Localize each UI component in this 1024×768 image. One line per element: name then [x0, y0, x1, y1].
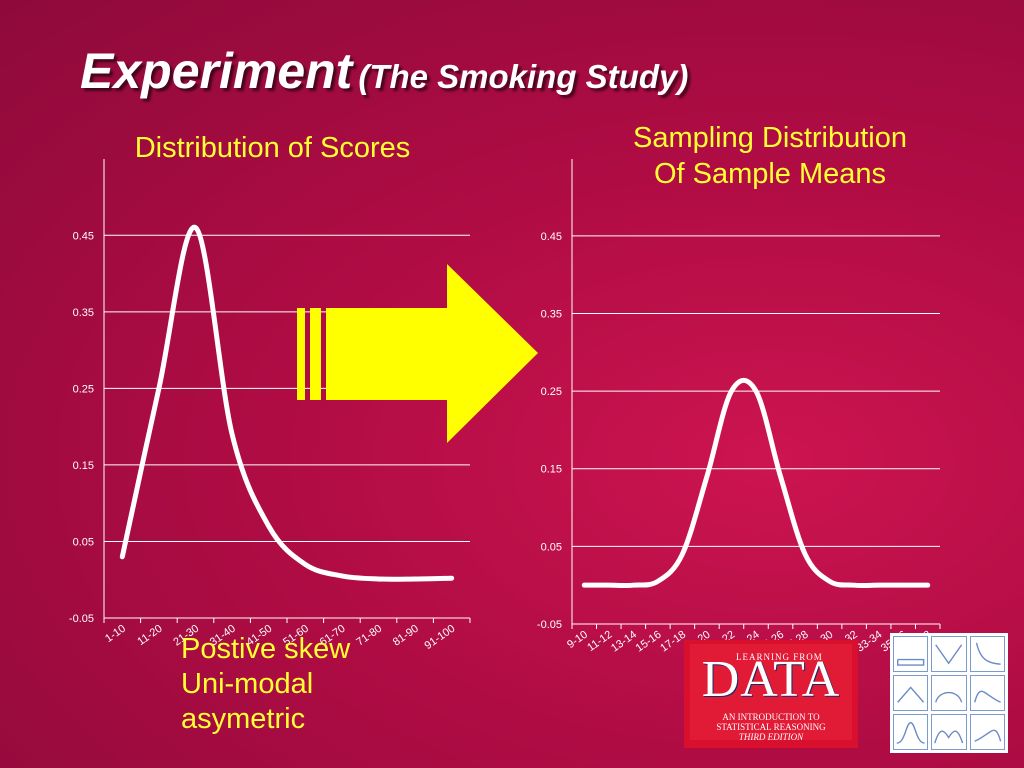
right-chart-curve [581, 377, 931, 588]
thumb-bell-icon [893, 714, 929, 750]
learning-from-data-logo: LEARNING FROM DATA AN INTRODUCTION TO ST… [684, 640, 858, 748]
right-chart-title: Sampling Distribution Of Sample Means [580, 120, 960, 192]
right-chart-title-line-2: Of Sample Means [653, 158, 887, 190]
right-chart-y-tick-label: -0.05 [537, 619, 562, 631]
left-chart-y-tick-label: 0.25 [73, 383, 94, 395]
left-chart-y-tick-label: 0.15 [73, 460, 94, 472]
thumb-triangle-icon [893, 675, 929, 711]
left-chart-y-tick-label: 0.35 [73, 307, 94, 319]
distribution-notes: Postive skew Uni-modal asymetric [181, 632, 350, 737]
logo-subtitle-2: STATISTICAL REASONING [716, 722, 826, 732]
thumb-v-shape-icon [931, 636, 967, 672]
note-skew: Postive skew [181, 633, 351, 665]
right-chart-y-tick-label: 0.05 [541, 541, 562, 553]
left-chart-y-tick-label: 0.45 [73, 230, 94, 242]
thumb-decay-icon [969, 636, 1005, 672]
arrow-stripe-1 [297, 308, 305, 400]
left-chart-y-tick-label: -0.05 [69, 613, 94, 625]
note-modality: Uni-modal [181, 668, 314, 700]
thumb-bimodal-icon [931, 714, 967, 750]
logo-edition: THIRD EDITION [738, 732, 804, 742]
right-chart-y-tick-label: 0.35 [541, 308, 562, 320]
thumb-right-skew-icon [969, 675, 1005, 711]
right-chart-y-tick-label: 0.45 [541, 231, 562, 243]
slide-title-main: Experiment [80, 43, 353, 99]
left-chart-y-tick-label: 0.05 [73, 536, 94, 548]
slide-title: Experiment (The Smoking Study) [80, 42, 688, 100]
note-symmetry: asymetric [181, 703, 306, 735]
distribution-thumbnails [890, 633, 1008, 753]
right-chart-y-tick-label: 0.25 [541, 386, 562, 398]
thumb-uniform-icon [893, 636, 929, 672]
left-chart-title: Distribution of Scores [134, 132, 411, 164]
right-arrow-icon [297, 264, 538, 443]
right-chart-title-line-1: Sampling Distribution [632, 122, 907, 154]
right-chart-y-tick-label: 0.15 [541, 464, 562, 476]
logo-top-text: LEARNING FROM [736, 652, 823, 662]
arrow-stripe-2 [310, 308, 321, 400]
thumb-left-skew-icon [969, 714, 1005, 750]
thumb-plateau-icon [931, 675, 967, 711]
arrow-body [326, 264, 538, 443]
slide-title-sub: (The Smoking Study) [358, 58, 689, 95]
logo-subtitle-1: AN INTRODUCTION TO [722, 712, 820, 722]
left-chart-curve [119, 225, 455, 582]
logo-big-text: DATA [701, 651, 841, 708]
